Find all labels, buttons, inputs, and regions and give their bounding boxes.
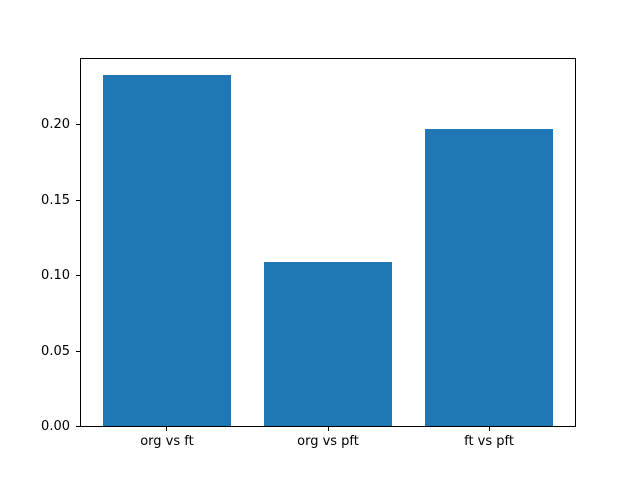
x-tick-mark (488, 427, 490, 431)
bar-org-vs-pft (263, 261, 393, 426)
x-tick-label: org vs ft (140, 434, 194, 449)
y-tick-label: 0.10 (41, 268, 70, 284)
y-tick-mark (76, 275, 80, 277)
y-tick-mark (76, 426, 80, 427)
bar-org-vs-ft (102, 74, 232, 426)
bar-ft-vs-pft (424, 128, 554, 426)
y-tick-label: 0.05 (41, 343, 70, 359)
y-tick-mark (76, 350, 80, 352)
x-tick-mark (166, 427, 168, 431)
x-tick-mark (327, 427, 329, 431)
y-tick-mark (76, 124, 80, 126)
y-tick-label: 0.00 (41, 419, 70, 434)
plot-area (80, 58, 576, 427)
y-tick-label: 0.15 (41, 192, 70, 208)
y-tick-mark (76, 199, 80, 201)
y-tick-label: 0.20 (41, 117, 70, 133)
x-tick-label: org vs pft (297, 434, 359, 449)
x-tick-label: ft vs pft (464, 434, 514, 449)
